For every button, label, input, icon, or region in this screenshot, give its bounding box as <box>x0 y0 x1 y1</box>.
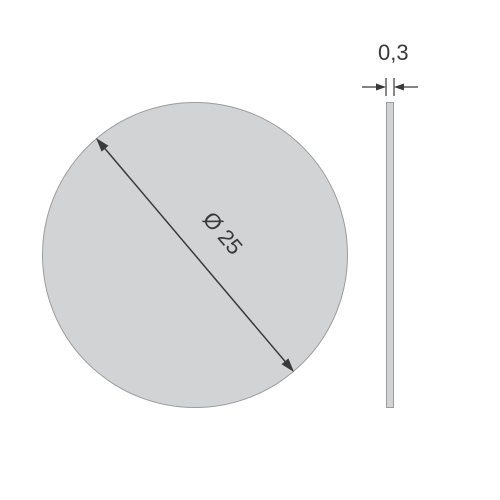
disc-side-view <box>386 102 394 408</box>
thickness-label: 0,3 <box>378 40 409 66</box>
disc-front-view <box>42 102 348 408</box>
